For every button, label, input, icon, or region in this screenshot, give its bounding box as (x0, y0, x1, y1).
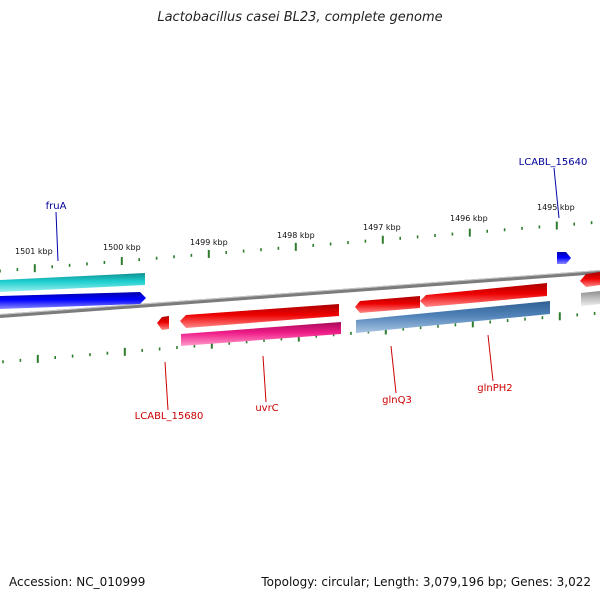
genome-backbone (0, 270, 600, 318)
map-title: Lactobacillus casei BL23, complete genom… (157, 10, 443, 25)
leader-LCABL_15640 (553, 167, 560, 219)
gene-arrow-LCABL_15640[interactable] (557, 252, 571, 264)
label-leaders (55, 167, 560, 411)
outer-tick-row (0, 221, 593, 273)
reverse-strand (157, 283, 550, 346)
leader-glnQ3 (390, 345, 397, 394)
gene-arrow-forward-blue[interactable] (0, 292, 146, 309)
gene-arrow-LCABL_15680[interactable] (157, 316, 169, 330)
scale-label-1496: 1496 kbp (450, 214, 488, 223)
gene-label-glnQ3[interactable]: glnQ3 (382, 395, 412, 406)
accession-text: Accession: NC_010999 (9, 575, 146, 589)
scale-label-1498: 1498 kbp (277, 231, 315, 240)
leader-uvrC (262, 355, 267, 403)
gene-labels: fruA LCABL_15640 LCABL_15680 uvrC glnQ3 … (46, 157, 588, 422)
gene-arrow-glnPH2[interactable] (420, 283, 547, 307)
gene-arrow-reverse-gray-right[interactable] (581, 291, 600, 306)
gene-arrow-reverse-steelblue[interactable] (356, 301, 550, 333)
gene-label-fruA[interactable]: fruA (46, 201, 67, 212)
scale-labels: 1501 kbp 1500 kbp 1499 kbp 1498 kbp 1497… (15, 203, 575, 256)
leader-LCABL_15680 (164, 361, 169, 411)
leader-glnPH2 (487, 334, 494, 382)
forward-strand (0, 252, 600, 309)
gene-label-uvrC[interactable]: uvrC (255, 403, 278, 414)
gene-label-LCABL_15640[interactable]: LCABL_15640 (519, 157, 588, 168)
gene-arrow-reverse-magenta[interactable] (181, 322, 341, 346)
scale-label-1497: 1497 kbp (363, 223, 401, 232)
gene-arrow-fruA[interactable] (0, 273, 145, 292)
scale-label-1500: 1500 kbp (103, 243, 141, 252)
scale-label-1501: 1501 kbp (15, 247, 53, 256)
gene-label-glnPH2[interactable]: glnPH2 (477, 383, 512, 394)
scale-label-1499: 1499 kbp (190, 238, 228, 247)
inner-tick-row (2, 311, 596, 364)
gene-arrow-reverse-red-right[interactable] (580, 272, 600, 287)
gene-label-LCABL_15680[interactable]: LCABL_15680 (135, 411, 204, 422)
genome-summary-text: Topology: circular; Length: 3,079,196 bp… (261, 575, 591, 589)
genome-backbone-highlight (0, 270, 600, 315)
gene-arrow-glnQ3[interactable] (355, 296, 420, 313)
gene-arrow-uvrC[interactable] (180, 304, 339, 328)
leader-fruA (55, 211, 59, 262)
scale-label-1495: 1495 kbp (537, 203, 575, 212)
